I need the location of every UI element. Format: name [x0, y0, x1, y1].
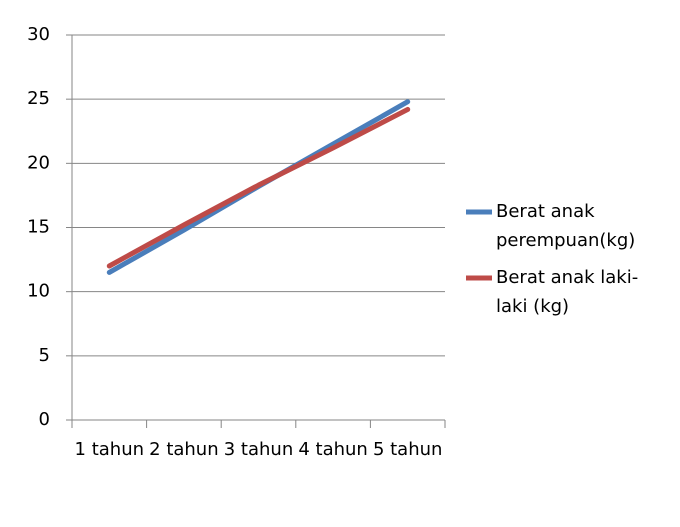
y-tick-label: 15 [27, 217, 50, 238]
x-tick-label: 4 tahun [298, 439, 368, 460]
legend-label: Berat anak perempuan(kg) [496, 201, 636, 251]
y-tick-label: 0 [39, 409, 50, 430]
y-tick-label: 30 [27, 24, 50, 45]
data-line [106, 106, 411, 269]
x-tick-label: 2 tahun [149, 439, 219, 460]
x-tick-label: 5 tahun [372, 439, 443, 460]
x-tick-label: 1 tahun [74, 439, 145, 460]
y-tick-label: 10 [27, 281, 50, 302]
y-tick-label: 25 [27, 88, 50, 109]
legend-label: Berat anak laki-laki (kg) [496, 267, 639, 317]
y-tick-label: 5 [39, 345, 50, 366]
y-tick-label: 20 [27, 152, 50, 173]
x-tick-label: 3 tahun [223, 439, 294, 460]
